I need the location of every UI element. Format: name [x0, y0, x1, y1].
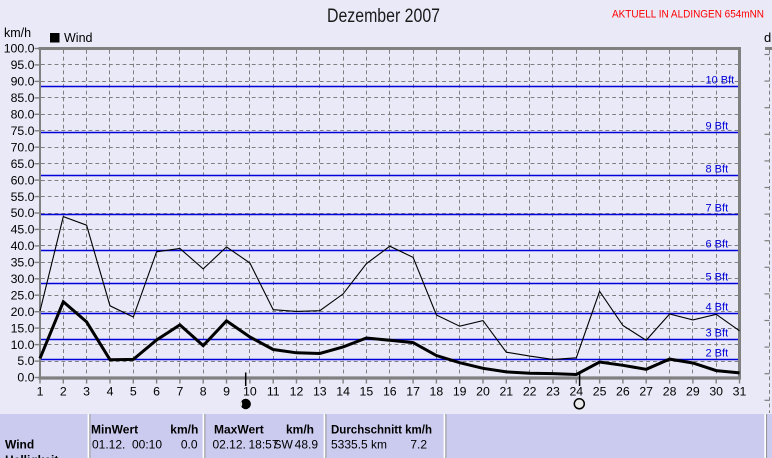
svg-text:9 Bft: 9 Bft	[706, 120, 729, 132]
svg-text:65.0: 65.0	[11, 157, 35, 171]
svg-text:11: 11	[267, 385, 280, 399]
svg-text:26: 26	[616, 385, 630, 399]
svg-text:16: 16	[383, 385, 397, 399]
svg-text:6 Bft: 6 Bft	[706, 238, 729, 250]
svg-text:14: 14	[336, 385, 350, 399]
svg-text:km/h: km/h	[286, 423, 314, 437]
svg-text:8: 8	[200, 385, 207, 399]
svg-text:20.0: 20.0	[11, 305, 35, 319]
svg-text:7: 7	[176, 385, 183, 399]
svg-text:20: 20	[476, 385, 490, 399]
svg-text:90.0: 90.0	[11, 75, 35, 89]
svg-text:23: 23	[546, 385, 560, 399]
svg-text:SW: SW	[274, 438, 294, 452]
svg-text:d: d	[764, 30, 771, 45]
svg-text:5 Bft: 5 Bft	[706, 271, 729, 283]
svg-text:5: 5	[130, 385, 137, 399]
svg-text:31: 31	[733, 385, 747, 399]
svg-text:48.9: 48.9	[295, 438, 319, 452]
svg-text:28: 28	[663, 385, 677, 399]
svg-text:13: 13	[313, 385, 327, 399]
svg-text:40.0: 40.0	[11, 239, 35, 253]
svg-text:km/h: km/h	[4, 26, 31, 40]
svg-text:70.0: 70.0	[11, 140, 35, 154]
svg-text:km/h: km/h	[170, 423, 198, 437]
svg-text:4: 4	[107, 385, 114, 399]
svg-text:22: 22	[523, 385, 537, 399]
svg-text:02.12.: 02.12.	[213, 438, 246, 452]
svg-text:2: 2	[60, 385, 67, 399]
svg-text:7 Bft: 7 Bft	[706, 202, 729, 214]
svg-text:Dezember 2007: Dezember 2007	[327, 6, 440, 27]
svg-text:Helligkeit: Helligkeit	[5, 453, 58, 458]
svg-text:6: 6	[153, 385, 160, 399]
svg-text:95.0: 95.0	[11, 58, 35, 72]
svg-text:55.0: 55.0	[11, 190, 35, 204]
svg-text:9: 9	[223, 385, 230, 399]
svg-text:12: 12	[290, 385, 304, 399]
svg-text:1: 1	[37, 385, 44, 399]
svg-text:15: 15	[360, 385, 374, 399]
svg-text:18: 18	[430, 385, 444, 399]
svg-text:25.0: 25.0	[11, 288, 35, 302]
svg-text:0.0: 0.0	[181, 438, 198, 452]
svg-text:75.0: 75.0	[11, 124, 35, 138]
svg-text:0.0: 0.0	[17, 371, 34, 385]
svg-text:18:57: 18:57	[249, 438, 279, 452]
svg-text:15.0: 15.0	[11, 321, 35, 335]
svg-text:3 Bft: 3 Bft	[706, 327, 729, 339]
svg-text:100.0: 100.0	[4, 42, 35, 56]
svg-text:85.0: 85.0	[11, 91, 35, 105]
svg-text:Wind: Wind	[5, 438, 34, 452]
svg-text:60.0: 60.0	[11, 173, 35, 187]
svg-text:5335.5 km: 5335.5 km	[331, 438, 387, 452]
svg-text:29: 29	[686, 385, 700, 399]
svg-text:Durchschnitt km/h: Durchschnitt km/h	[331, 423, 432, 437]
svg-text:MaxWert: MaxWert	[214, 423, 264, 437]
svg-text:4 Bft: 4 Bft	[706, 301, 729, 313]
svg-text:30.0: 30.0	[11, 272, 35, 286]
svg-text:17: 17	[406, 385, 420, 399]
svg-text:80.0: 80.0	[11, 108, 35, 122]
svg-text:8 Bft: 8 Bft	[706, 163, 729, 175]
svg-text:3: 3	[83, 385, 90, 399]
svg-text:30: 30	[709, 385, 723, 399]
svg-text:5.0: 5.0	[17, 354, 34, 368]
svg-text:MinWert: MinWert	[91, 423, 138, 437]
svg-text:2 Bft: 2 Bft	[706, 347, 729, 359]
svg-text:21: 21	[499, 385, 513, 399]
svg-text:27: 27	[639, 385, 653, 399]
svg-text:19: 19	[453, 385, 467, 399]
svg-text:01.12.: 01.12.	[92, 438, 125, 452]
svg-text:00:10: 00:10	[132, 438, 162, 452]
svg-text:24: 24	[569, 385, 583, 399]
svg-text:35.0: 35.0	[11, 256, 35, 270]
svg-text:25: 25	[593, 385, 607, 399]
svg-text:7.2: 7.2	[410, 438, 427, 452]
svg-text:45.0: 45.0	[11, 223, 35, 237]
svg-text:10: 10	[243, 385, 257, 399]
svg-text:10.0: 10.0	[11, 338, 35, 352]
svg-text:10 Bft: 10 Bft	[706, 74, 735, 86]
svg-text:50.0: 50.0	[11, 206, 35, 220]
svg-text:AKTUELL IN ALDINGEN 654mNN: AKTUELL IN ALDINGEN 654mNN	[612, 9, 764, 21]
svg-text:Wind: Wind	[64, 31, 93, 45]
